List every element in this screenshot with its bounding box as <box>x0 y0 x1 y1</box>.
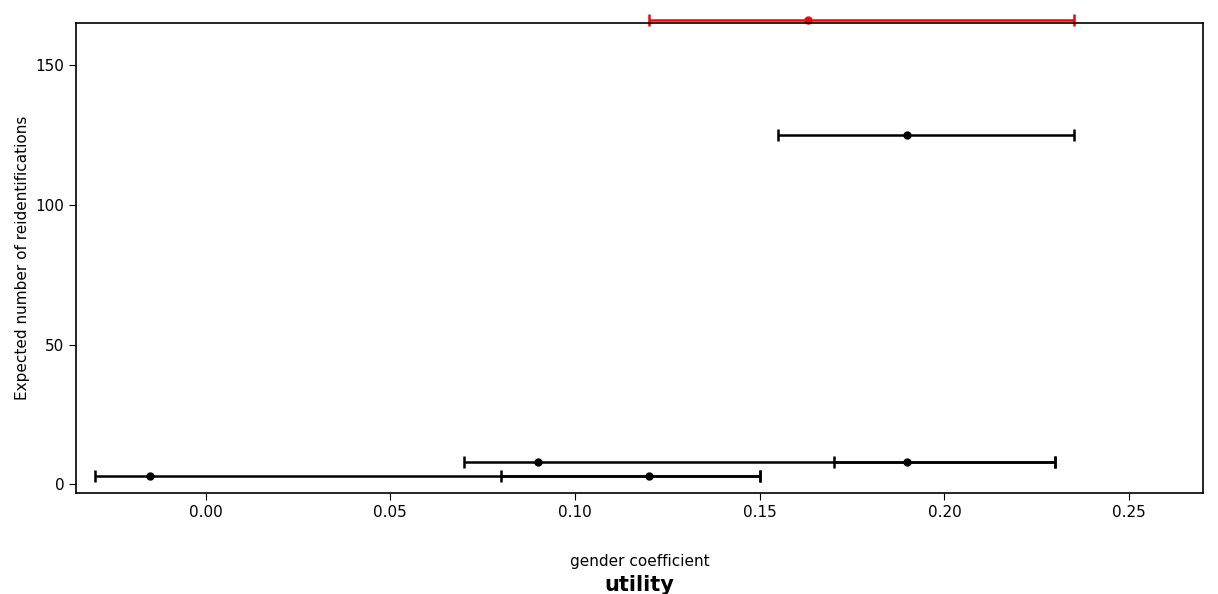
Y-axis label: Expected number of reidentifications: Expected number of reidentifications <box>15 116 30 400</box>
Text: utility: utility <box>604 575 675 594</box>
Text: gender coefficient: gender coefficient <box>570 554 709 569</box>
